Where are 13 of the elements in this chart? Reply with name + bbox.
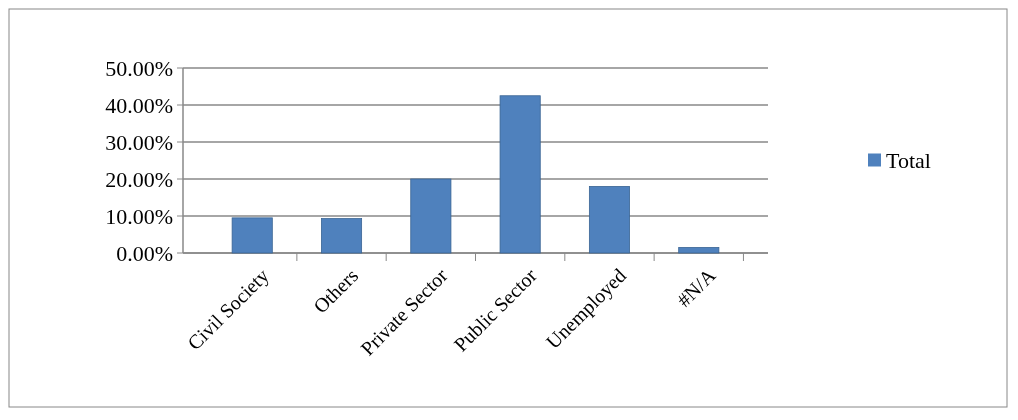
bar xyxy=(321,218,363,254)
legend-label: Total xyxy=(886,148,931,174)
y-tick-label: 20.00% xyxy=(105,166,173,192)
y-tick-label: 40.00% xyxy=(105,92,173,118)
y-tick-label: 10.00% xyxy=(105,203,173,229)
bar xyxy=(499,95,541,254)
y-tick-label: 30.00% xyxy=(105,129,173,155)
bar xyxy=(410,178,452,254)
y-tick-label: 50.00% xyxy=(105,55,173,81)
y-tick-label: 0.00% xyxy=(116,240,173,266)
bar xyxy=(588,186,630,254)
bar xyxy=(678,247,720,254)
bar xyxy=(231,217,273,254)
